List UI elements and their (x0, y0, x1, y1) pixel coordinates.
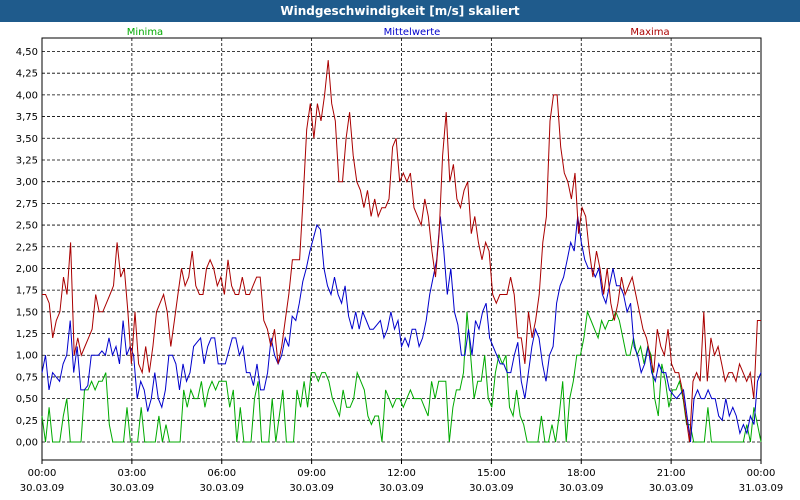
x-tick-date: 30.03.09 (289, 483, 334, 494)
x-tick-date: 30.03.09 (469, 483, 514, 494)
x-tick-time: 09:00 (297, 468, 326, 479)
x-tick-date: 30.03.09 (110, 483, 155, 494)
x-tick-time: 03:00 (117, 468, 146, 479)
x-tick-date: 30.03.09 (379, 483, 424, 494)
x-tick-time: 18:00 (567, 468, 596, 479)
x-tick-time: 00:00 (747, 468, 776, 479)
y-tick-label: 2,00 (16, 264, 38, 275)
y-tick-label: 3,00 (16, 177, 38, 188)
x-tick-time: 06:00 (207, 468, 236, 479)
y-tick-label: 1,75 (16, 286, 38, 297)
x-tick-time: 15:00 (477, 468, 506, 479)
y-tick-label: 2,25 (16, 242, 38, 253)
series-line-minima (41, 309, 762, 443)
y-tick-label: 1,50 (16, 307, 38, 318)
y-tick-label: 1,25 (16, 329, 38, 340)
y-tick-label: 0,50 (16, 394, 38, 405)
y-tick-label: 2,50 (16, 221, 38, 232)
x-tick-date: 30.03.09 (20, 483, 65, 494)
series-line-mittelwerte (41, 216, 762, 443)
x-tick-date: 30.03.09 (199, 483, 244, 494)
x-tick-date: 30.03.09 (559, 483, 604, 494)
x-tick-date: 31.03.09 (739, 483, 784, 494)
legend-minima: Minima (127, 27, 163, 38)
x-tick-date: 30.03.09 (649, 483, 694, 494)
legend-mittelwerte: Mittelwerte (384, 27, 441, 38)
y-tick-label: 2,75 (16, 199, 38, 210)
y-tick-label: 3,25 (16, 155, 38, 166)
window-title: Windgeschwindigkeit [m/s] skaliert (0, 0, 800, 22)
y-tick-label: 4,00 (16, 90, 38, 101)
y-tick-label: 0,75 (16, 372, 38, 383)
y-tick-label: 4,25 (16, 69, 38, 80)
y-tick-label: 0,25 (16, 416, 38, 427)
x-tick-time: 00:00 (28, 468, 57, 479)
y-tick-label: 1,00 (16, 351, 38, 362)
x-tick-time: 21:00 (657, 468, 686, 479)
y-tick-label: 3,75 (16, 112, 38, 123)
chart-area: 0,00 0,25 0,50 0,75 1,00 1,25 1,50 1,75 2,00 2,25… (16, 27, 784, 494)
legend-maxima: Maxima (630, 27, 669, 38)
x-tick-time: 12:00 (387, 468, 416, 479)
y-tick-label: 0,00 (16, 438, 38, 449)
y-tick-label: 3,50 (16, 134, 38, 145)
series-line-maxima (42, 60, 761, 443)
y-tick-label: 4,50 (16, 47, 38, 58)
